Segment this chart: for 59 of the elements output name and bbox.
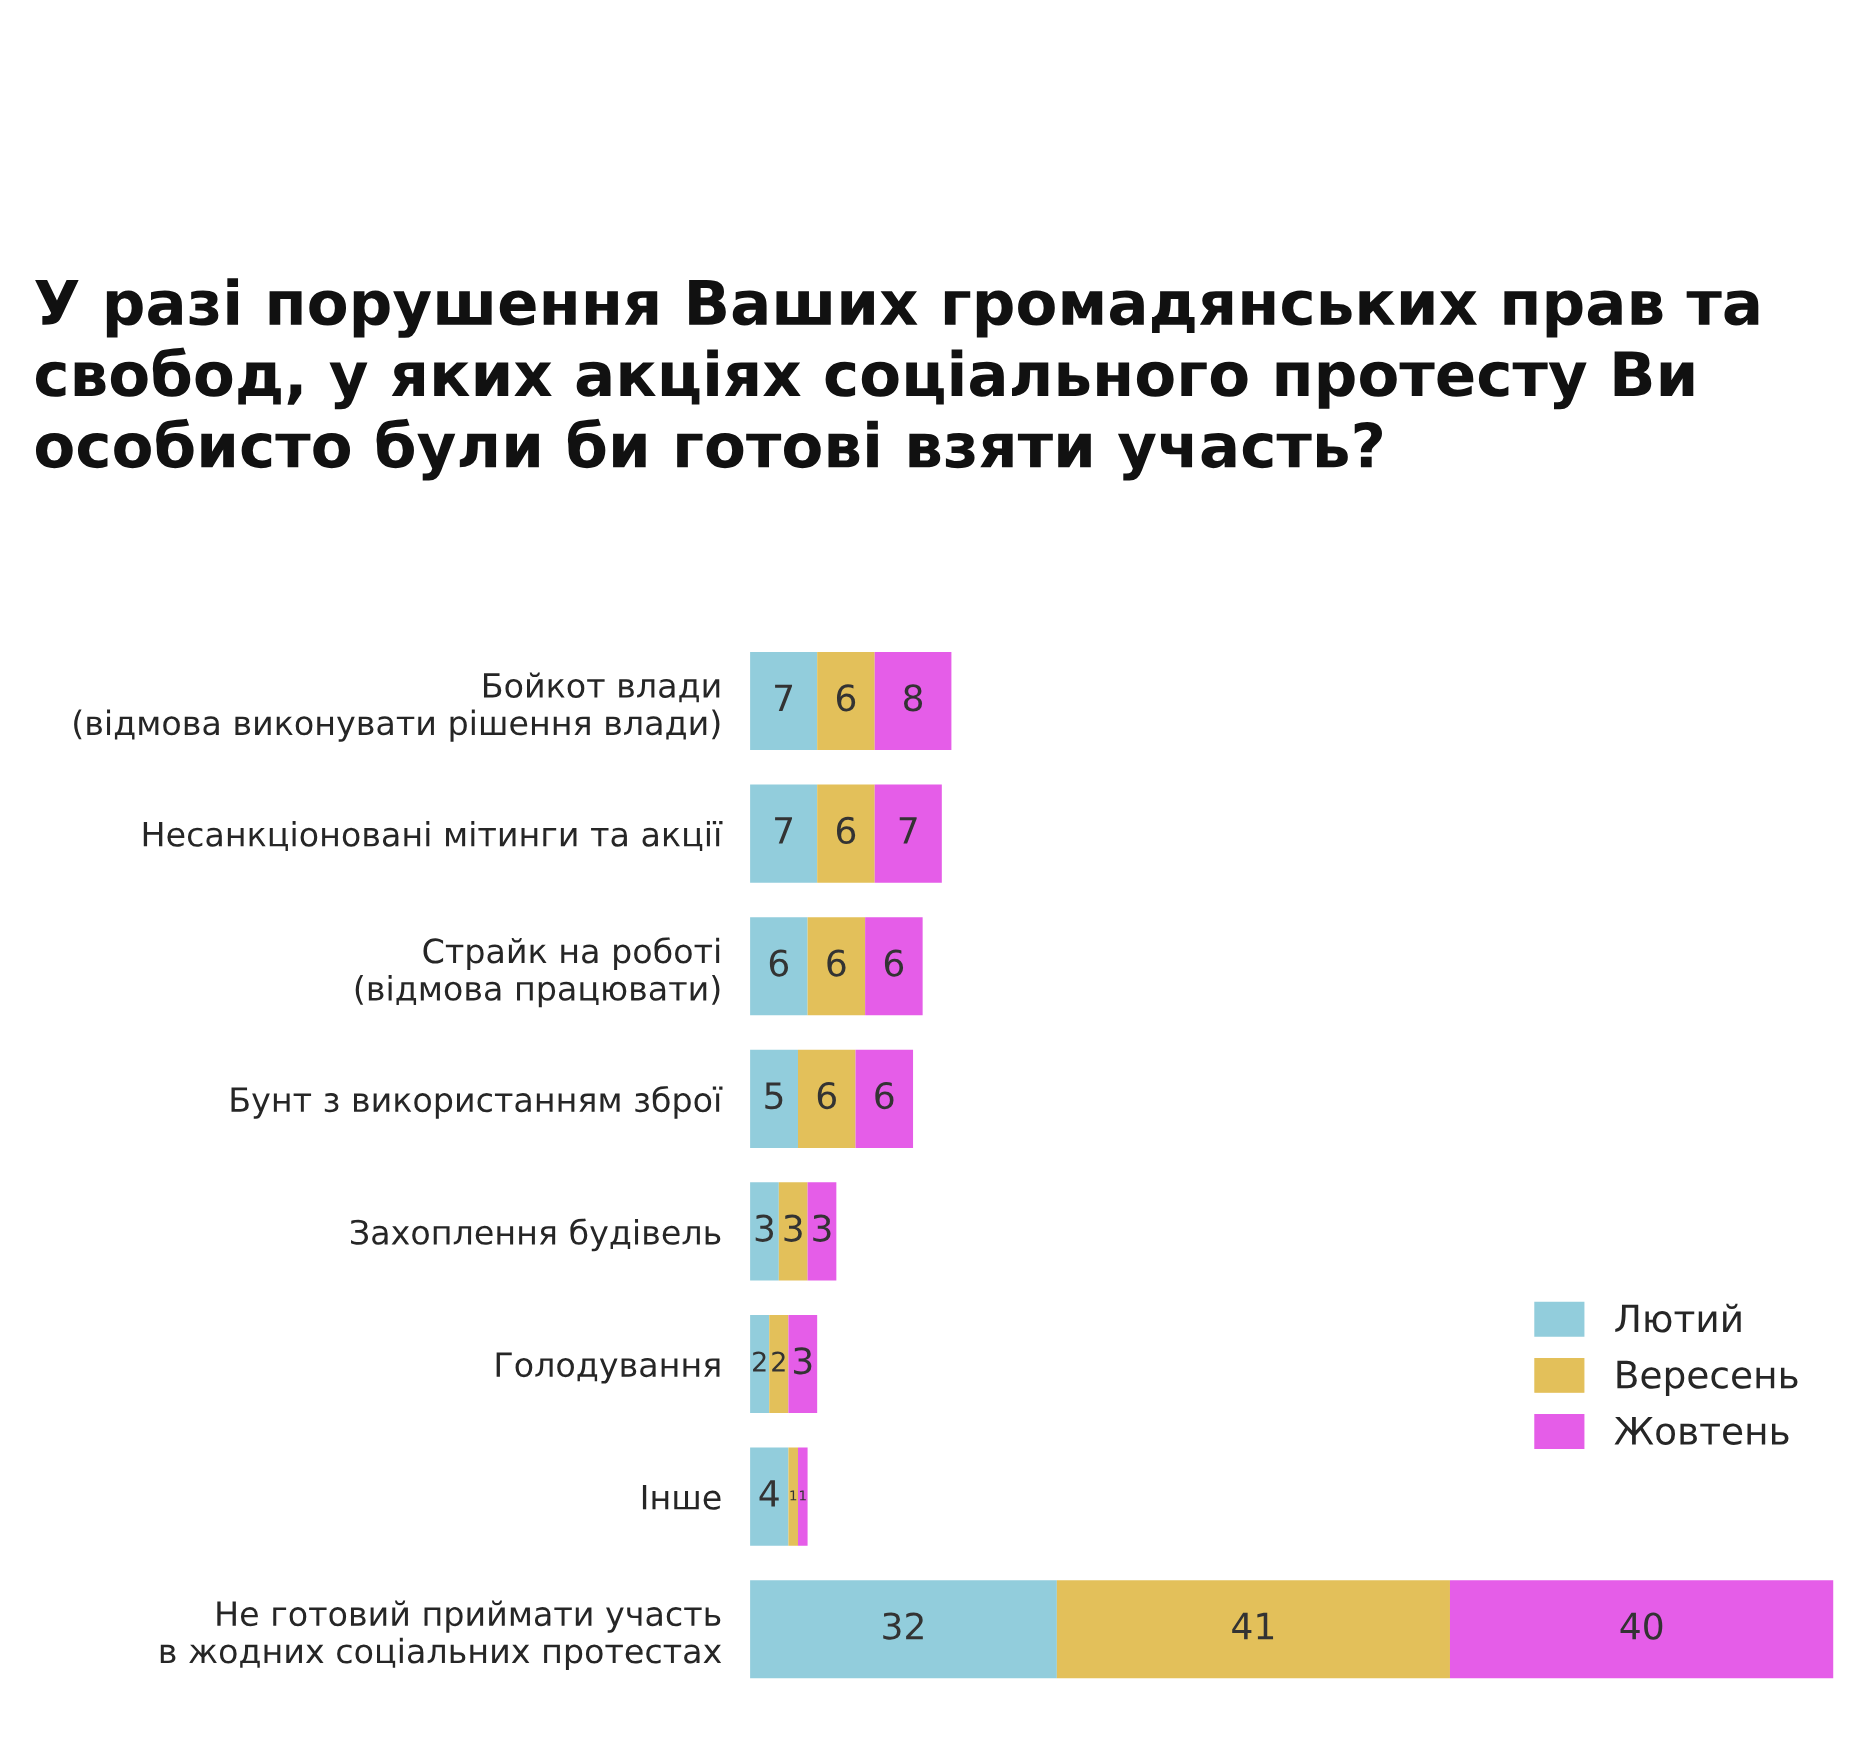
bar (769, 1314, 789, 1414)
bar (855, 1049, 914, 1148)
data-label: 6 (836, 816, 856, 845)
bar (798, 1049, 856, 1148)
legend-label: Лютий (1615, 1303, 1741, 1333)
data-label: 8 (904, 684, 923, 712)
data-label: 3 (784, 1214, 802, 1242)
bar (750, 917, 808, 1016)
data-label: 3 (755, 1214, 774, 1242)
data-label: 6 (884, 949, 904, 977)
data-label: 1 (799, 1490, 806, 1501)
data-label: 32 (883, 1612, 923, 1640)
data-label: 6 (836, 684, 856, 712)
data-label: 3 (813, 1214, 831, 1242)
data-label: 2 (753, 1351, 766, 1372)
bar (788, 1447, 798, 1546)
data-label: 4 (759, 1480, 779, 1507)
y-tick-label: Несанкціоновані мітинги та акції (143, 820, 723, 851)
data-label: 2 (772, 1351, 785, 1372)
bar (874, 651, 952, 751)
bar (817, 651, 875, 751)
data-label: 3 (794, 1347, 812, 1375)
bar (750, 1049, 798, 1148)
legend-label: Вересень (1617, 1360, 1798, 1396)
data-label: 6 (875, 1081, 894, 1110)
data-label: 40 (1620, 1612, 1663, 1640)
data-label: 5 (765, 1082, 783, 1110)
y-tick-label: Бунт з використанням зброї (231, 1085, 723, 1119)
bar (778, 1182, 808, 1281)
data-label: 41 (1232, 1612, 1274, 1640)
data-label: 6 (769, 949, 789, 977)
bar (788, 1314, 818, 1414)
data-label: 6 (817, 1081, 836, 1110)
bar (874, 784, 942, 883)
bar (750, 651, 818, 751)
data-label: 7 (775, 684, 793, 711)
data-label: 6 (827, 949, 846, 977)
y-tick-label: Бойкот влади (відмова виконувати рішення влади) (74, 672, 720, 742)
y-tick-label: Страйк на роботі (відмова працювати) (355, 937, 720, 1008)
data-label: 7 (775, 817, 793, 844)
y-tick-label: Інше (642, 1484, 721, 1510)
bar (750, 1447, 789, 1546)
chart-title: У разі порушення Ваших громадянських прав та свобод, у яких акціях соціального протесту Ви особисто були би готові взяти участь? (35, 278, 1759, 481)
bar (1449, 1580, 1834, 1679)
y-tick-label: Захоплення будівель (351, 1218, 721, 1252)
bar (750, 784, 818, 883)
bar (750, 1182, 779, 1281)
bar (817, 784, 875, 883)
bar (865, 917, 923, 1016)
y-tick-label: Не готовий приймати участь в жодних соціальних протестах (160, 1600, 722, 1671)
y-tick-label: Голодування (496, 1352, 720, 1384)
bar (1056, 1580, 1450, 1679)
bar (807, 917, 866, 1016)
bar (807, 1182, 837, 1281)
data-label: 7 (899, 817, 917, 844)
legend-label: Жовтень (1614, 1417, 1789, 1445)
bar (798, 1447, 808, 1546)
bar (750, 1580, 1057, 1679)
data-label: 1 (790, 1490, 797, 1501)
